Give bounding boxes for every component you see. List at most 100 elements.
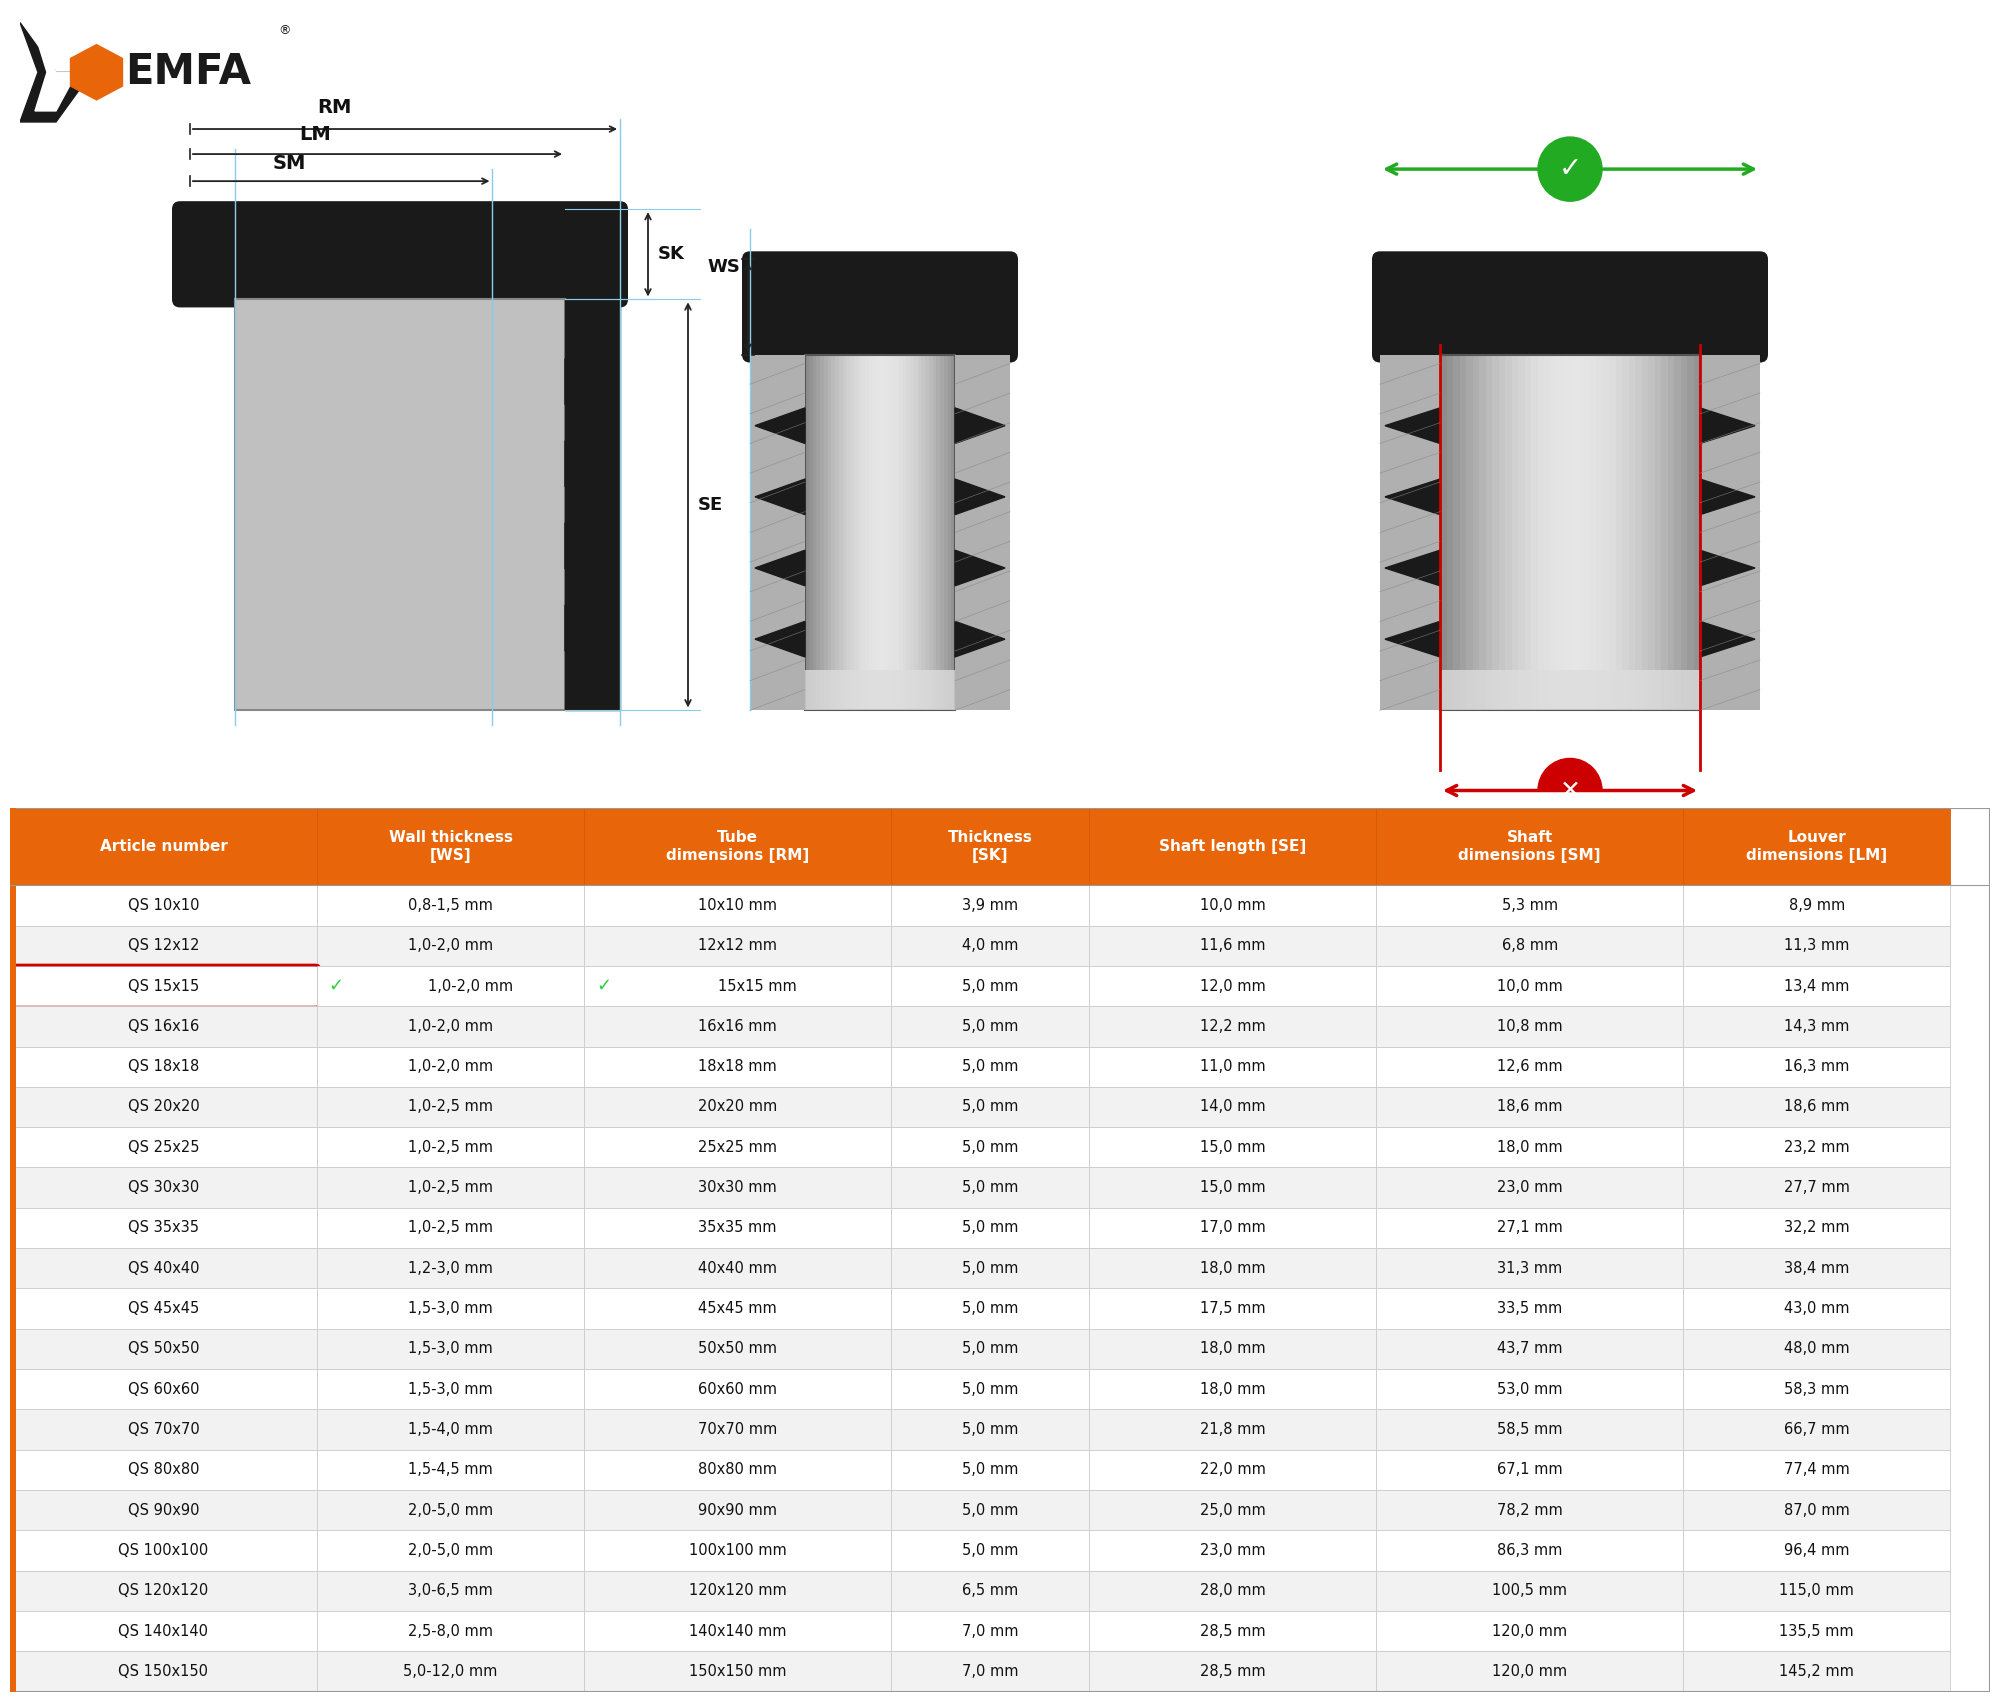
Bar: [10, 925, 316, 966]
Text: 18,6 mm: 18,6 mm: [1496, 1100, 1562, 1115]
Bar: [1376, 925, 1684, 966]
Text: 10,8 mm: 10,8 mm: [1496, 1018, 1562, 1034]
Text: 5,0 mm: 5,0 mm: [962, 1059, 1018, 1074]
Text: 2,0-5,0 mm: 2,0-5,0 mm: [408, 1503, 494, 1518]
Bar: [1376, 1047, 1684, 1086]
Bar: [584, 1409, 892, 1450]
Text: 12,6 mm: 12,6 mm: [1496, 1059, 1562, 1074]
Bar: [316, 886, 584, 925]
Bar: [892, 1651, 1090, 1692]
Bar: [10, 1612, 316, 1651]
Text: LM: LM: [298, 126, 330, 144]
Text: 27,1 mm: 27,1 mm: [1496, 1221, 1562, 1236]
Text: 12,2 mm: 12,2 mm: [1200, 1018, 1266, 1034]
Bar: [1684, 1207, 1950, 1248]
Bar: [1684, 1006, 1950, 1047]
Bar: [910, 355, 914, 711]
FancyBboxPatch shape: [1372, 252, 1768, 362]
Text: 80x80 mm: 80x80 mm: [698, 1462, 778, 1477]
Bar: [1684, 1612, 1950, 1651]
Text: Article number: Article number: [100, 838, 228, 853]
Text: QS 50x50: QS 50x50: [128, 1341, 200, 1357]
Bar: [316, 1006, 584, 1047]
Text: 15,0 mm: 15,0 mm: [1200, 1180, 1266, 1195]
Bar: [842, 355, 846, 711]
Bar: [1376, 1612, 1684, 1651]
Text: 5,0 mm: 5,0 mm: [962, 979, 1018, 993]
Text: 58,3 mm: 58,3 mm: [1784, 1382, 1850, 1397]
Bar: [1616, 355, 1622, 711]
Text: 120,0 mm: 120,0 mm: [1492, 1664, 1568, 1680]
Text: QS 10x10: QS 10x10: [128, 898, 200, 913]
Polygon shape: [956, 408, 1006, 444]
Text: QS 60x60: QS 60x60: [128, 1382, 200, 1397]
Bar: [316, 925, 584, 966]
Bar: [892, 1127, 1090, 1168]
Text: SK: SK: [658, 245, 684, 264]
Text: 17,0 mm: 17,0 mm: [1200, 1221, 1266, 1236]
Bar: [10, 1489, 316, 1530]
Bar: [1090, 1248, 1376, 1289]
Bar: [236, 299, 566, 711]
Bar: [10, 1329, 316, 1369]
Bar: [10, 1651, 316, 1692]
Text: 5,0 mm: 5,0 mm: [962, 1503, 1018, 1518]
Text: Shaft
dimensions [SM]: Shaft dimensions [SM]: [1458, 830, 1600, 864]
Text: QS 30x30: QS 30x30: [128, 1180, 200, 1195]
Bar: [1090, 1612, 1376, 1651]
Text: 7,0 mm: 7,0 mm: [962, 1664, 1018, 1680]
Text: EMFA: EMFA: [124, 51, 252, 94]
Bar: [584, 1368, 892, 1409]
Text: 25x25 mm: 25x25 mm: [698, 1139, 778, 1154]
Bar: [1486, 355, 1492, 711]
Bar: [1506, 355, 1512, 711]
Text: QS 35x35: QS 35x35: [128, 1221, 198, 1236]
Bar: [858, 355, 862, 711]
Bar: [1090, 1329, 1376, 1369]
Bar: [316, 1207, 584, 1248]
Bar: [892, 1409, 1090, 1450]
Text: 5,0 mm: 5,0 mm: [962, 1221, 1018, 1236]
Bar: [1636, 355, 1642, 711]
Text: 5,0 mm: 5,0 mm: [962, 1261, 1018, 1275]
Bar: [824, 355, 828, 711]
Text: QS 20x20: QS 20x20: [128, 1100, 200, 1115]
Bar: [1654, 355, 1662, 711]
Bar: [1376, 1086, 1684, 1127]
Text: 21,8 mm: 21,8 mm: [1200, 1421, 1266, 1436]
Text: 120x120 mm: 120x120 mm: [688, 1583, 786, 1598]
Bar: [316, 1530, 584, 1571]
Bar: [10, 1450, 316, 1489]
Text: 43,7 mm: 43,7 mm: [1496, 1341, 1562, 1357]
Bar: [316, 1368, 584, 1409]
Bar: [10, 808, 16, 1692]
Text: 90x90 mm: 90x90 mm: [698, 1503, 778, 1518]
Text: 4,0 mm: 4,0 mm: [962, 938, 1018, 954]
Bar: [884, 355, 888, 711]
Polygon shape: [756, 408, 804, 444]
Bar: [892, 1450, 1090, 1489]
Bar: [868, 355, 872, 711]
Bar: [956, 355, 1010, 711]
Text: 3,9 mm: 3,9 mm: [962, 898, 1018, 913]
Text: 43,0 mm: 43,0 mm: [1784, 1300, 1850, 1316]
Bar: [872, 355, 876, 711]
Text: 18,0 mm: 18,0 mm: [1200, 1341, 1266, 1357]
Bar: [906, 355, 910, 711]
Bar: [1498, 355, 1506, 711]
Text: ✕: ✕: [1560, 779, 1580, 802]
Text: 1,2-3,0 mm: 1,2-3,0 mm: [408, 1261, 492, 1275]
Bar: [316, 1289, 584, 1329]
Text: 1,0-2,5 mm: 1,0-2,5 mm: [408, 1100, 494, 1115]
Bar: [1544, 355, 1552, 711]
Bar: [816, 355, 820, 711]
Bar: [832, 355, 836, 711]
Bar: [892, 1047, 1090, 1086]
Bar: [892, 355, 896, 711]
Bar: [1550, 355, 1558, 711]
Polygon shape: [20, 22, 92, 122]
Bar: [876, 355, 880, 711]
Text: 1,5-3,0 mm: 1,5-3,0 mm: [408, 1382, 492, 1397]
Bar: [1684, 1450, 1950, 1489]
Text: 145,2 mm: 145,2 mm: [1780, 1664, 1854, 1680]
